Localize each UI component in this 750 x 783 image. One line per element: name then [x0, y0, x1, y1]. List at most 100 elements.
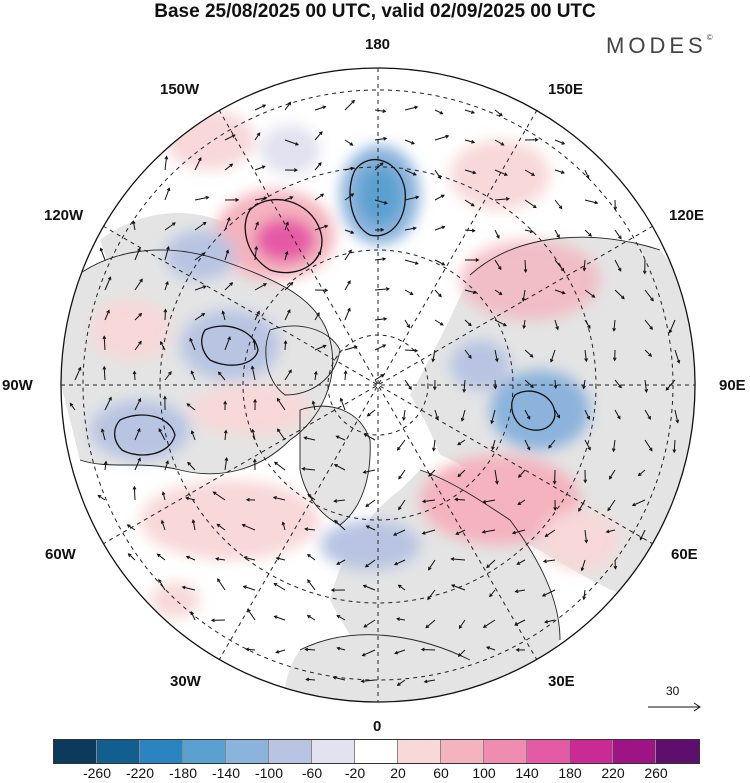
wind-arrow-head: [608, 475, 613, 480]
wind-arrow-head: [301, 467, 306, 471]
wind-vectors: [69, 99, 681, 686]
wind-arrow: [613, 439, 616, 452]
wind-arrow-head: [317, 251, 322, 255]
wind-arrow-head: [415, 195, 420, 200]
wind-arrow: [158, 579, 166, 591]
wind-arrow: [397, 679, 406, 686]
wind-arrow-head: [454, 497, 459, 502]
wind-arrow-head: [414, 105, 419, 110]
wind-arrow-head: [137, 397, 142, 402]
wind-arrow-head: [530, 384, 534, 389]
wind-arrow: [644, 289, 654, 302]
wind-arrow: [158, 428, 166, 441]
wind-arrow: [524, 199, 537, 208]
wind-arrow: [632, 499, 646, 506]
wind-arrow: [434, 289, 442, 297]
wind-arrow-head: [441, 194, 445, 198]
wind-arrow: [639, 529, 646, 540]
wind-arrow-head: [482, 624, 487, 628]
wind-arrow-head: [102, 335, 107, 340]
map-disk: [61, 68, 695, 702]
wind-arrow: [451, 558, 466, 561]
wind-arrow-head: [284, 250, 289, 255]
wind-arrow: [306, 678, 316, 681]
positive-anomaly-core: [255, 218, 315, 262]
wind-arrow-head: [618, 235, 622, 240]
wind-arrow: [404, 379, 412, 390]
wind-arrow-head: [349, 142, 354, 146]
wind-arrow: [134, 313, 142, 321]
wind-arrow-head: [362, 470, 367, 474]
wind-arrow-head: [555, 326, 559, 331]
wind-arrow-head: [351, 99, 356, 104]
wind-arrow-head: [439, 111, 444, 115]
wind-arrow: [305, 648, 316, 651]
wind-arrow-head: [333, 499, 338, 503]
wind-arrow-head: [457, 653, 462, 657]
wind-arrow-head: [339, 397, 344, 402]
negative-anomaly: [180, 310, 280, 380]
wind-arrow-head: [103, 460, 108, 465]
colorbar-swatch: [54, 740, 97, 763]
wind-arrow: [191, 430, 196, 441]
wind-arrow-head: [347, 280, 351, 285]
wind-arrow: [222, 311, 226, 321]
wind-arrow: [274, 615, 286, 621]
lon-label-30e: 30E: [548, 673, 575, 690]
wind-arrow: [374, 318, 387, 321]
wind-arrow-head: [350, 230, 355, 234]
wind-arrow: [164, 309, 166, 321]
wind-arrow: [458, 649, 466, 657]
wind-arrow-head: [612, 327, 617, 332]
wind-arrow-head: [277, 428, 281, 433]
wind-arrow: [224, 250, 229, 261]
wind-arrow: [104, 277, 111, 291]
wind-arrow-head: [287, 309, 291, 314]
wind-arrow-head: [511, 530, 516, 535]
wind-arrow: [524, 379, 534, 388]
wind-arrow-head: [471, 139, 476, 144]
lon-label-60w: 60W: [45, 546, 76, 563]
wind-arrow: [427, 589, 436, 600]
wind-arrow-head: [102, 365, 107, 370]
wind-arrow-head: [607, 507, 611, 512]
contour-line: [113, 414, 176, 456]
wind-arrow: [404, 259, 419, 265]
wind-arrow: [336, 615, 346, 621]
wind-arrow: [344, 280, 351, 291]
wind-arrow-head: [588, 233, 592, 237]
wind-arrow: [554, 139, 565, 145]
meridian: [218, 109, 538, 661]
wind-arrow: [494, 289, 502, 295]
coastline: [419, 469, 561, 641]
wind-arrow-head: [428, 472, 432, 477]
positive-anomaly: [450, 140, 550, 210]
wind-arrow: [284, 102, 292, 111]
wind-arrow: [494, 379, 496, 389]
wind-arrow-head: [348, 249, 352, 254]
wind-arrow: [246, 648, 256, 651]
wind-arrow: [491, 409, 496, 424]
wind-arrow: [363, 619, 376, 628]
wind-arrow-head: [163, 308, 168, 313]
wind-arrow-head: [353, 345, 358, 349]
wind-arrow: [252, 429, 256, 441]
wind-arrow-head: [127, 553, 132, 557]
wind-arrow: [186, 497, 196, 501]
wind-arrow: [253, 339, 256, 351]
wind-arrow-head: [334, 519, 338, 524]
wind-arrow: [584, 229, 592, 237]
wind-arrow: [160, 341, 166, 351]
colorbar-swatch: [269, 740, 312, 763]
wind-arrow: [425, 619, 436, 629]
wind-arrow-head: [503, 172, 508, 176]
wind-arrow: [284, 309, 291, 321]
colorbar-tick-label: 100: [472, 765, 496, 781]
wind-arrow: [457, 439, 466, 446]
wind-arrow-head: [462, 388, 467, 393]
wind-arrow-head: [132, 370, 137, 375]
coastline: [299, 634, 471, 661]
negative-anomaly: [260, 125, 320, 175]
wind-arrow-head: [472, 170, 477, 175]
wind-arrow: [187, 462, 196, 471]
